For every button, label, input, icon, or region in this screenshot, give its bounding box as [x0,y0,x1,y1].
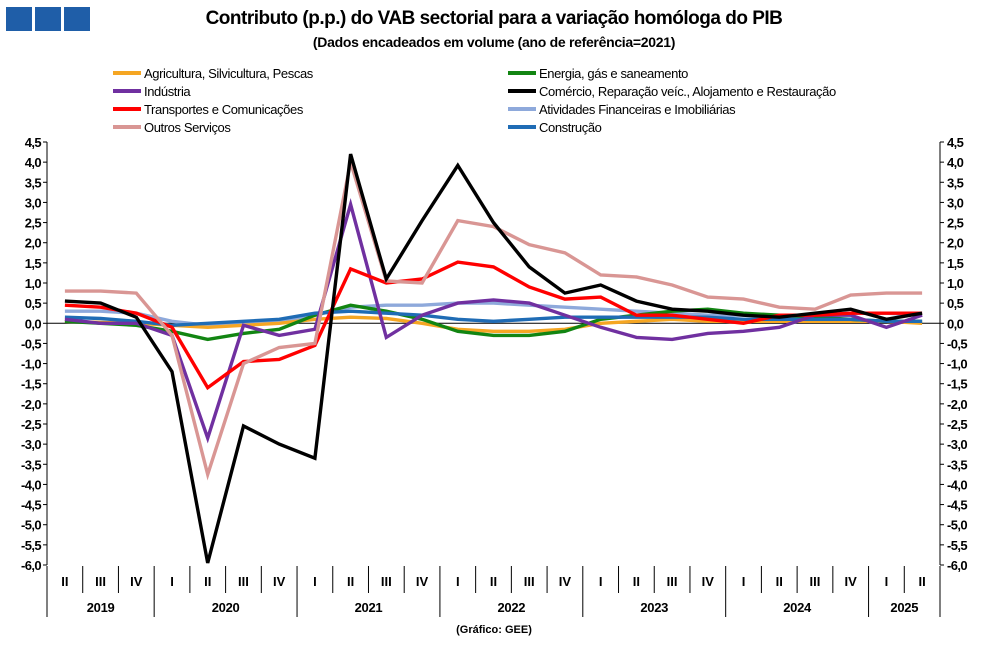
quarter-label: II [347,574,354,589]
y-tick-label-right: -3,0 [947,437,967,452]
quarter-label: III [95,574,106,589]
y-tick-label-right: -2,5 [947,417,967,432]
y-tick-label-left: 4,0 [25,155,42,170]
y-tick-label-left: -3,5 [21,457,41,472]
y-tick-label-left: -1,0 [21,357,41,372]
legend-label: Atividades Financeiras e Imobiliárias [539,102,736,117]
y-tick-label-right: 1,5 [947,256,964,271]
y-tick-label-right: 3,5 [947,175,964,190]
y-tick-label-left: 1,0 [25,276,42,291]
y-tick-label-right: -5,0 [947,518,967,533]
y-tick-label-right: -4,0 [947,477,967,492]
quarter-label: I [885,574,889,589]
quarter-label: I [456,574,460,589]
y-tick-label-left: -2,0 [21,397,41,412]
quarter-label: III [238,574,249,589]
logo-block-3 [64,7,90,31]
year-label: 2022 [497,600,525,615]
legend-label: Transportes e Comunicações [144,102,304,117]
quarter-label: III [524,574,535,589]
y-tick-label-right: -5,5 [947,538,967,553]
year-label: 2024 [783,600,812,615]
y-tick-label-left: -6,0 [21,558,41,573]
year-label: 2021 [355,600,383,615]
y-tick-label-right: -0,5 [947,336,967,351]
y-tick-label-right: -2,0 [947,397,967,412]
quarter-label: I [599,574,603,589]
quarter-label: III [667,574,678,589]
y-tick-label-right: 2,0 [947,236,964,251]
quarter-label: II [776,574,783,589]
y-tick-label-right: 2,5 [947,216,964,231]
y-tick-label-left: 0,5 [25,296,42,311]
logo-block-1 [6,7,32,31]
y-tick-label-left: -2,5 [21,417,41,432]
y-tick-label-right: 0,0 [947,316,964,331]
year-label: 2019 [87,600,115,615]
legend-label: Outros Serviços [144,120,231,135]
y-tick-label-right: -1,5 [947,377,967,392]
quarter-label: IV [130,574,143,589]
legend-label: Agricultura, Silvicultura, Pescas [144,66,314,81]
series-line [64,161,923,481]
series-line [64,309,923,328]
y-tick-label-left: -5,0 [21,518,41,533]
chart-subtitle: (Dados encadeados em volume (ano de refe… [312,34,676,50]
y-tick-label-right: -6,0 [947,558,967,573]
y-tick-label-left: 2,5 [25,216,42,231]
quarter-label: IV [559,574,572,589]
series-line [64,153,923,564]
series-line [64,260,923,391]
y-tick-label-right: -1,0 [947,357,967,372]
quarter-label: IV [845,574,858,589]
legend-label: Energia, gás e saneamento [539,66,688,81]
quarter-label: IV [702,574,715,589]
y-tick-label-left: 0,0 [25,316,42,331]
y-tick-label-right: 4,0 [947,155,964,170]
y-tick-label-right: 0,5 [947,296,964,311]
y-tick-label-left: 2,0 [25,236,42,251]
year-label: 2020 [212,600,240,615]
y-tick-label-right: -4,5 [947,498,967,513]
quarter-label: II [61,574,68,589]
chart-source: (Gráfico: GEE) [456,624,532,636]
y-tick-label-left: -4,5 [21,498,41,513]
chart-title: Contributo (p.p.) do VAB sectorial para … [205,8,783,29]
year-label: 2023 [640,600,668,615]
legend-label: Comércio, Reparação veíc., Alojamento e … [539,84,836,99]
quarter-label: III [381,574,392,589]
y-tick-label-left: -4,0 [21,477,41,492]
quarter-label: IV [416,574,429,589]
quarter-label: I [742,574,746,589]
quarter-label: II [919,574,926,589]
legend-label: Indústria [144,84,191,99]
quarter-label: III [810,574,821,589]
quarter-label: I [170,574,174,589]
series-line [64,198,923,444]
y-tick-label-left: 3,0 [25,195,42,210]
y-tick-label-left: 3,5 [25,175,42,190]
y-tick-label-left: 1,5 [25,256,42,271]
y-tick-label-left: -5,5 [21,538,41,553]
legend-label: Construção [539,120,602,135]
y-tick-label-right: 4,5 [947,135,964,150]
series-line [64,315,923,333]
y-tick-label-right: -3,5 [947,457,967,472]
quarter-label: II [204,574,211,589]
y-tick-label-left: -0,5 [21,336,41,351]
y-tick-label-left: -3,0 [21,437,41,452]
y-tick-label-left: -1,5 [21,377,41,392]
quarter-label: II [633,574,640,589]
y-tick-label-left: 4,5 [25,135,42,150]
quarter-label: I [313,574,317,589]
y-tick-label-right: 1,0 [947,276,964,291]
quarter-label: II [490,574,497,589]
y-tick-label-right: 3,0 [947,195,964,210]
quarter-label: IV [273,574,286,589]
logo-block-2 [35,7,61,31]
year-label: 2025 [890,600,918,615]
